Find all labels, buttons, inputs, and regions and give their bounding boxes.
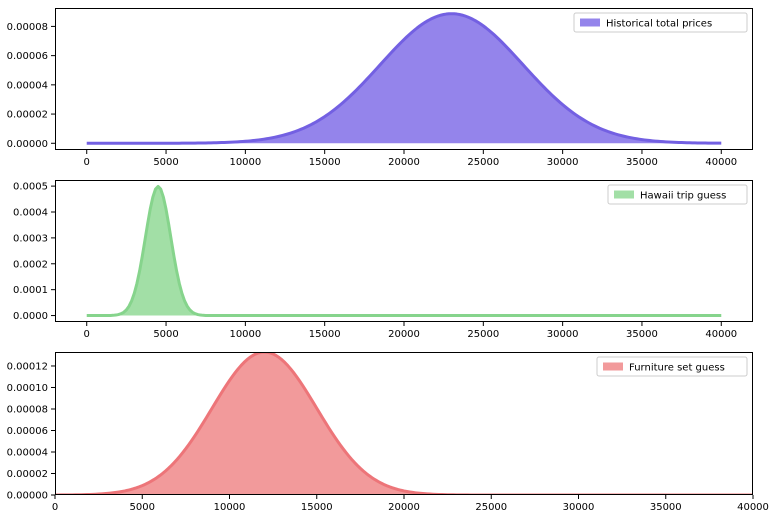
y-tick-label: 0.0001 (13, 285, 48, 296)
subplot-3: 0 5000 10000 15000 20000 25000 30000 35000 40000… (7, 352, 769, 513)
legend-label: Hawaii trip guess (640, 191, 726, 202)
x-tick-label: 15000 (309, 157, 341, 168)
x-tick-label: 15000 (309, 329, 341, 340)
legend-swatch (614, 190, 634, 199)
subplot-2: 0 5000 10000 15000 20000 25000 30000 35000 40000… (13, 180, 753, 340)
x-tick-label: 5000 (130, 502, 155, 513)
x-tick-label: 30000 (547, 329, 579, 340)
x-tick-label: 10000 (229, 157, 261, 168)
legend-swatch (580, 18, 600, 27)
x-tick-label: 5000 (153, 157, 178, 168)
legend-box (596, 356, 748, 377)
y-tick-label: 0.00004 (7, 80, 48, 91)
y-tick-label: 0.00002 (7, 469, 48, 480)
legend: Historical total prices (573, 12, 748, 33)
subplot-1: 0 5000 10000 15000 20000 25000 30000 35000 40000… (7, 8, 753, 168)
y-tick-label: 0.0004 (13, 207, 48, 218)
x-tick-label: 40000 (705, 329, 737, 340)
legend-swatch (603, 362, 623, 371)
density-area (86, 186, 722, 316)
x-tick-label: 25000 (467, 157, 499, 168)
y-tick-label: 0.00002 (7, 110, 48, 121)
density-line (86, 184, 722, 318)
x-tick-label: 20000 (388, 157, 420, 168)
x-tick-label: 25000 (475, 502, 507, 513)
y-tick-label: 0.0003 (13, 233, 48, 244)
y-tick-label: 0.00008 (7, 22, 48, 33)
x-tick-label: 35000 (626, 329, 658, 340)
y-tick-label: 0.00004 (7, 447, 48, 458)
x-tick-label: 40000 (737, 502, 769, 513)
x-tick-label: 35000 (650, 502, 682, 513)
y-tick-label: 0.00000 (7, 491, 48, 502)
y-tick-label: 0.00006 (7, 51, 48, 62)
legend-label: Historical total prices (606, 19, 712, 30)
x-tick-label: 20000 (388, 502, 420, 513)
density-area (55, 352, 753, 495)
y-tick-label: 0.00010 (7, 383, 48, 394)
y-tick-label: 0.0005 (13, 182, 48, 193)
legend-box (573, 12, 748, 33)
x-tick-label: 0 (84, 329, 90, 340)
density-line (86, 12, 722, 145)
x-tick-label: 0 (84, 157, 90, 168)
x-tick-label: 35000 (626, 157, 658, 168)
x-tick-label: 0 (52, 502, 58, 513)
axes-frame (55, 8, 753, 150)
x-tick-label: 20000 (388, 329, 420, 340)
x-tick-label: 5000 (153, 329, 178, 340)
x-tick-label: 40000 (705, 157, 737, 168)
x-tick-label: 10000 (229, 329, 261, 340)
density-area (86, 13, 722, 144)
x-tick-label: 15000 (301, 502, 333, 513)
axes-frame (55, 180, 753, 322)
y-tick-label: 0.0002 (13, 259, 48, 270)
y-tick-label: 0.00012 (7, 361, 48, 372)
x-tick-label: 30000 (547, 157, 579, 168)
x-tick-label: 25000 (467, 329, 499, 340)
y-tick-label: 0.00008 (7, 404, 48, 415)
legend-box (607, 184, 748, 205)
density-line (55, 352, 753, 495)
legend: Furniture set guess (596, 356, 748, 377)
x-tick-label: 10000 (214, 502, 246, 513)
legend: Hawaii trip guess (607, 184, 748, 205)
y-tick-label: 0.0000 (13, 311, 48, 322)
legend-label: Furniture set guess (629, 363, 725, 374)
y-tick-label: 0.00000 (7, 139, 48, 150)
x-tick-label: 30000 (563, 502, 595, 513)
axes-frame (55, 352, 753, 495)
y-tick-label: 0.00006 (7, 426, 48, 437)
